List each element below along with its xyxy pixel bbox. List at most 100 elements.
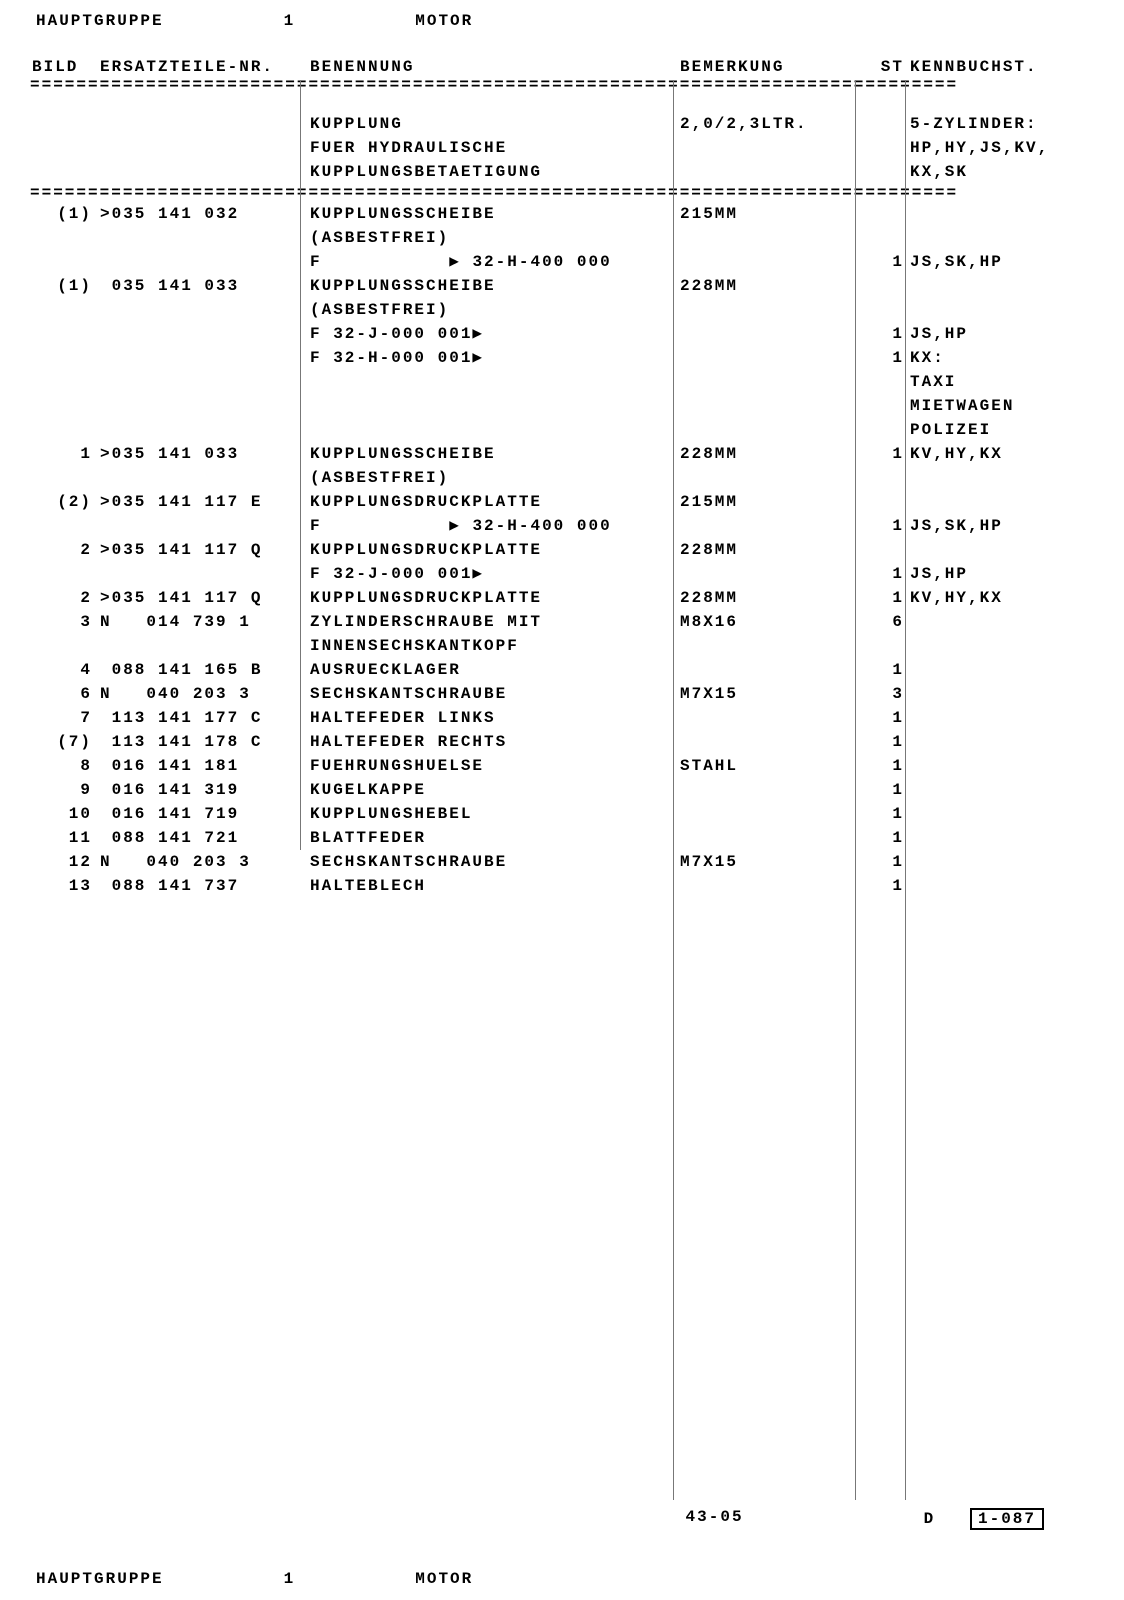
cell-benennung: HALTEFEDER LINKS xyxy=(310,706,680,730)
cell-kennbuchst xyxy=(910,490,1094,514)
cell-bemerkung xyxy=(680,778,860,802)
column-rule xyxy=(673,80,674,1500)
cell-kennbuchst xyxy=(910,850,1094,874)
table-row: F ▶ 32-H-400 0001JS,SK,HP xyxy=(30,250,1094,274)
cell-st: 1 xyxy=(860,514,910,538)
cell-part: N 040 203 3 xyxy=(100,682,310,706)
cell-part xyxy=(100,370,310,394)
cell-st: 1 xyxy=(860,706,910,730)
column-headers: BILD ERSATZTEILE-NR. BENENNUNG BEMERKUNG… xyxy=(30,58,1094,76)
cell-st: 1 xyxy=(860,754,910,778)
cell-bild: 9 xyxy=(30,778,100,802)
cell-bemerkung xyxy=(680,874,860,898)
cell-part: N 014 739 1 xyxy=(100,610,310,634)
cell-bild xyxy=(30,346,100,370)
separator: ========================================… xyxy=(30,184,1094,202)
cell-part: >035 141 033 xyxy=(100,442,310,466)
col-bemerkung: BEMERKUNG xyxy=(680,58,860,76)
cell-kennbuchst: KV,HY,KX xyxy=(910,442,1094,466)
cell-bild: 7 xyxy=(30,706,100,730)
cell-kennbuchst xyxy=(910,298,1094,322)
cell-part: >035 141 117 E xyxy=(100,490,310,514)
cell-benennung: KUPPLUNGSSCHEIBE xyxy=(310,274,680,298)
table-row: (1) 035 141 033KUPPLUNGSSCHEIBE228MM xyxy=(30,274,1094,298)
section-row: FUER HYDRAULISCHE HP,HY,JS,KV, xyxy=(30,136,1094,160)
cell-st: 1 xyxy=(860,658,910,682)
cell-st: 6 xyxy=(860,610,910,634)
cell-st: 1 xyxy=(860,730,910,754)
cell-bild: 1 xyxy=(30,442,100,466)
cell-st xyxy=(860,490,910,514)
cell-bild: 8 xyxy=(30,754,100,778)
cell-kennbuchst: JS,SK,HP xyxy=(910,514,1094,538)
cell-benennung: F ▶ 32-H-400 000 xyxy=(310,514,680,538)
cell-st xyxy=(860,370,910,394)
cell-st xyxy=(860,298,910,322)
cell-bemerkung: 228MM xyxy=(680,538,860,562)
cell-bild: (2) xyxy=(30,490,100,514)
cell-bild xyxy=(30,322,100,346)
cell-benennung: KUPPLUNGSDRUCKPLATTE xyxy=(310,490,680,514)
table-row: 8 016 141 181FUEHRUNGSHUELSESTAHL1 xyxy=(30,754,1094,778)
cell-part: 088 141 721 xyxy=(100,826,310,850)
cell-kennbuchst xyxy=(910,274,1094,298)
column-rule xyxy=(300,80,301,850)
cell-bild xyxy=(30,466,100,490)
group-num: 1 xyxy=(284,1570,296,1588)
parts-rows: (1)>035 141 032KUPPLUNGSSCHEIBE215MM(ASB… xyxy=(30,202,1094,898)
cell-part xyxy=(100,562,310,586)
bottom-header: HAUPTGRUPPE 1 MOTOR xyxy=(30,1568,479,1590)
table-row: F 32-H-000 001▶1KX: xyxy=(30,346,1094,370)
cell-part xyxy=(100,394,310,418)
cell-part: 088 141 165 B xyxy=(100,658,310,682)
cell-st xyxy=(860,226,910,250)
cell-benennung: FUEHRUNGSHUELSE xyxy=(310,754,680,778)
cell-benennung: F ▶ 32-H-400 000 xyxy=(310,250,680,274)
cell-bemerkung xyxy=(680,322,860,346)
cell-st xyxy=(860,202,910,226)
cell-bild xyxy=(30,514,100,538)
cell-st: 1 xyxy=(860,802,910,826)
cell-bemerkung: 215MM xyxy=(680,202,860,226)
table-row: 7 113 141 177 CHALTEFEDER LINKS1 xyxy=(30,706,1094,730)
cell-part: >035 141 032 xyxy=(100,202,310,226)
cell-bild: 2 xyxy=(30,538,100,562)
group-name: MOTOR xyxy=(415,12,473,30)
table-row: F 32-J-000 001▶1JS,HP xyxy=(30,562,1094,586)
cell-part xyxy=(100,346,310,370)
cell-part xyxy=(100,466,310,490)
cell-bemerkung xyxy=(680,562,860,586)
cell-kennbuchst xyxy=(910,466,1094,490)
cell-benennung: SECHSKANTSCHRAUBE xyxy=(310,682,680,706)
cell-bemerkung xyxy=(680,370,860,394)
section-kenn2: HP,HY,JS,KV, xyxy=(910,136,1094,160)
table-row: 2>035 141 117 QKUPPLUNGSDRUCKPLATTE228MM xyxy=(30,538,1094,562)
cell-bemerkung: STAHL xyxy=(680,754,860,778)
cell-kennbuchst: JS,HP xyxy=(910,562,1094,586)
cell-benennung xyxy=(310,370,680,394)
cell-bemerkung xyxy=(680,802,860,826)
cell-benennung: F 32-J-000 001▶ xyxy=(310,322,680,346)
cell-kennbuchst xyxy=(910,682,1094,706)
cell-kennbuchst: MIETWAGEN xyxy=(910,394,1094,418)
table-row: 10 016 141 719KUPPLUNGSHEBEL1 xyxy=(30,802,1094,826)
cell-bemerkung xyxy=(680,466,860,490)
cell-part: >035 141 117 Q xyxy=(100,538,310,562)
cell-kennbuchst xyxy=(910,658,1094,682)
cell-benennung: KUPPLUNGSSCHEIBE xyxy=(310,202,680,226)
section-ben3: KUPPLUNGSBETAETIGUNG xyxy=(310,160,680,184)
group-name: MOTOR xyxy=(415,1570,473,1588)
col-st: ST xyxy=(860,58,910,76)
cell-kennbuchst: TAXI xyxy=(910,370,1094,394)
cell-kennbuchst xyxy=(910,754,1094,778)
table-row: (ASBESTFREI) xyxy=(30,226,1094,250)
table-row: 13 088 141 737HALTEBLECH1 xyxy=(30,874,1094,898)
table-row: (ASBESTFREI) xyxy=(30,298,1094,322)
cell-bemerkung: 228MM xyxy=(680,586,860,610)
separator: ========================================… xyxy=(30,76,1094,94)
cell-benennung: HALTEBLECH xyxy=(310,874,680,898)
cell-part: 035 141 033 xyxy=(100,274,310,298)
cell-st: 1 xyxy=(860,826,910,850)
table-row: 3N 014 739 1ZYLINDERSCHRAUBE MITM8X166 xyxy=(30,610,1094,634)
col-benennung: BENENNUNG xyxy=(310,58,680,76)
